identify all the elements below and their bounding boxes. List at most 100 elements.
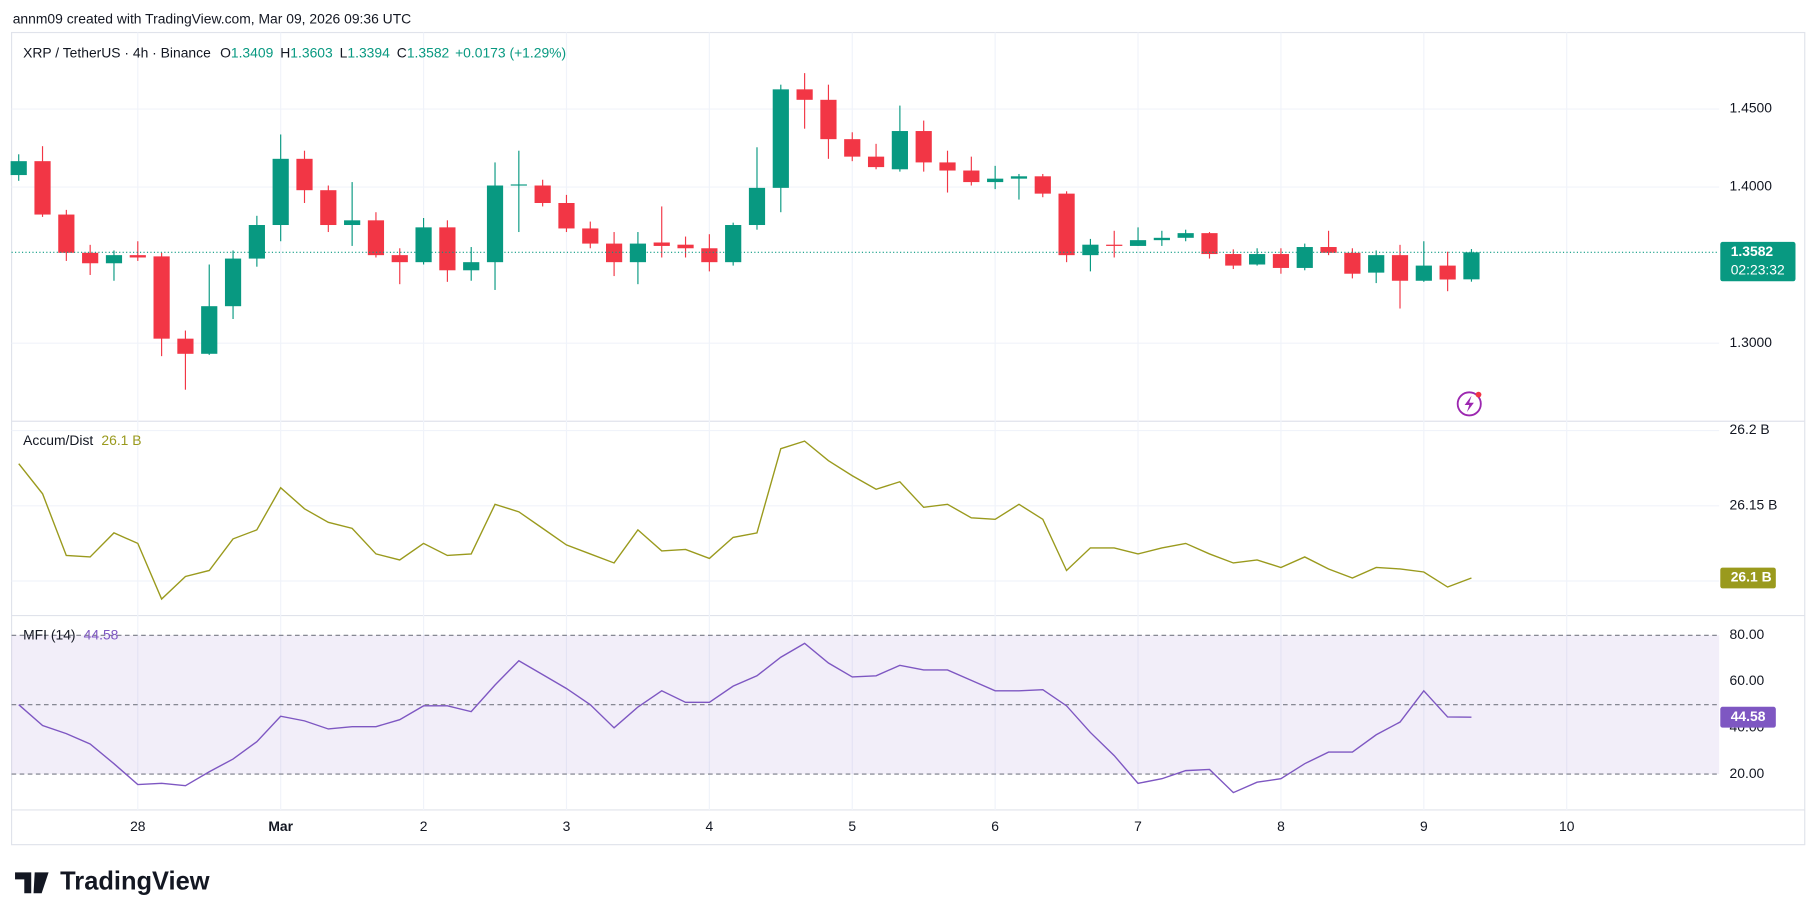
candle xyxy=(796,73,813,129)
candle-body xyxy=(1463,252,1480,280)
candle xyxy=(1463,249,1480,282)
candle-body xyxy=(629,243,647,263)
candle-body xyxy=(463,262,480,271)
candle-body xyxy=(439,227,456,271)
candle-body xyxy=(772,89,789,188)
candle-body xyxy=(1225,254,1242,266)
candle xyxy=(867,143,885,170)
candle xyxy=(534,179,551,207)
candle xyxy=(105,250,123,281)
x-tick-label: 9 xyxy=(1420,818,1428,834)
candle-body xyxy=(1058,193,1075,256)
candle xyxy=(1034,173,1051,198)
candle-body xyxy=(129,255,146,258)
candle-body xyxy=(1415,265,1432,281)
candle-body xyxy=(510,184,527,186)
indicator-line xyxy=(18,642,1472,794)
frame xyxy=(10,31,1806,846)
price-pill xyxy=(1720,241,1796,282)
candle-body xyxy=(1391,255,1409,281)
candle xyxy=(844,132,861,162)
y-tick-label: 1.3000 xyxy=(1730,334,1773,350)
candle xyxy=(1201,232,1218,259)
candle xyxy=(820,84,837,159)
candle xyxy=(177,330,194,390)
candle-body xyxy=(296,158,313,191)
candle xyxy=(629,232,647,285)
legend-key: H xyxy=(280,44,290,60)
candle-body xyxy=(1010,176,1028,179)
x-tick-label: 4 xyxy=(706,818,714,834)
candle-body xyxy=(844,139,861,157)
candle xyxy=(725,222,742,266)
candle xyxy=(391,248,408,285)
candle xyxy=(558,194,575,233)
x-tick-label: 6 xyxy=(991,818,999,834)
candle xyxy=(34,146,51,217)
candle xyxy=(1296,243,1313,271)
candle-body xyxy=(1368,255,1385,273)
x-tick-label: 2 xyxy=(420,818,428,834)
candle-body xyxy=(224,258,242,307)
candle xyxy=(748,147,766,230)
candle-body xyxy=(105,255,123,264)
logo-text: TradingView xyxy=(60,868,210,896)
x-tick-label: 28 xyxy=(130,818,146,834)
candle xyxy=(1391,244,1409,309)
candle-body xyxy=(1129,240,1147,246)
candle xyxy=(677,236,694,258)
candle-body xyxy=(1082,244,1099,256)
candle xyxy=(1177,229,1194,242)
candle-body xyxy=(153,256,170,339)
candle xyxy=(772,84,789,213)
candle xyxy=(1058,191,1075,263)
candle-body xyxy=(939,162,956,171)
candle-body xyxy=(677,244,694,249)
countdown: 02:23:32 xyxy=(1731,262,1785,278)
candle-body xyxy=(10,161,27,176)
candle xyxy=(1415,241,1432,282)
candle-body xyxy=(201,306,218,354)
candle xyxy=(606,232,623,277)
legend-name: MFI (14) xyxy=(23,626,75,642)
candle-body xyxy=(1034,176,1051,194)
legend-value: 1.3582 xyxy=(407,44,450,60)
candle-body xyxy=(415,227,432,263)
candle-body xyxy=(701,248,718,263)
y-tick-label: 80.00 xyxy=(1730,626,1765,642)
last-value: 26.1 B xyxy=(1731,569,1772,585)
candle xyxy=(248,215,265,267)
candle xyxy=(939,150,956,193)
candle-body xyxy=(177,338,194,354)
candle xyxy=(1368,250,1385,284)
y-tick-label: 1.4500 xyxy=(1730,100,1773,116)
candle xyxy=(367,212,385,258)
candle xyxy=(58,209,75,261)
alert-icon[interactable] xyxy=(1456,391,1482,417)
y-tick-label: 26.15 B xyxy=(1730,496,1778,512)
candle xyxy=(344,182,361,246)
candle-body xyxy=(272,158,289,226)
legend: MFI (14) 44.58 xyxy=(23,626,119,642)
x-tick-label: 8 xyxy=(1277,818,1285,834)
value-pill xyxy=(1720,567,1776,589)
candle xyxy=(963,156,980,186)
candle xyxy=(320,185,337,233)
candle-body xyxy=(725,225,742,263)
candle xyxy=(201,264,218,355)
candle-body xyxy=(320,190,337,226)
legend-change: +0.0173 (+1.29%) xyxy=(455,44,566,60)
candle xyxy=(510,150,527,233)
plot: 28 Mar 2 3 4 5 6 7 8 9 10 1.4500 1.4000 1.3000 1.3582 0… xyxy=(10,32,1796,834)
candle xyxy=(1153,230,1170,246)
legend-name: Accum/Dist xyxy=(23,432,93,448)
x-tick-label: Mar xyxy=(268,818,293,834)
candle xyxy=(987,165,1004,190)
last-price: 1.3582 xyxy=(1731,243,1774,259)
candle-body xyxy=(1296,247,1313,268)
candle-body xyxy=(748,187,766,226)
y-tick-label: 60.00 xyxy=(1730,672,1765,688)
y-tick-label: 20.00 xyxy=(1730,765,1765,781)
